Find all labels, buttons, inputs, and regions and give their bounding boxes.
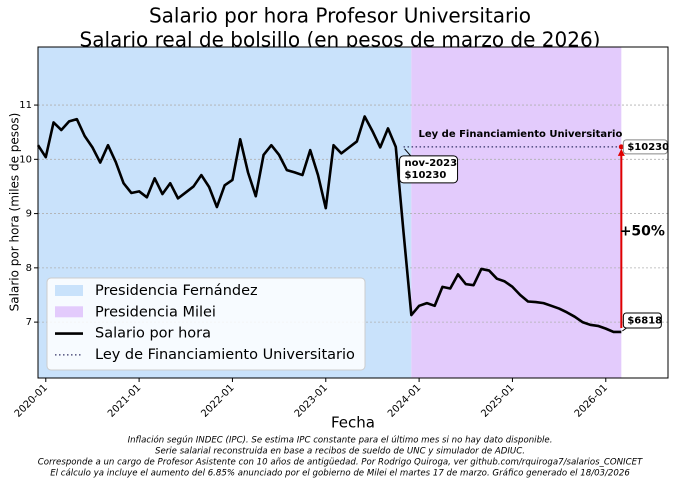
plot-frame: [37, 46, 669, 379]
annotation-box: [399, 155, 459, 184]
y-tick-label: 7: [26, 317, 32, 328]
chart-title: Salario por hora Profesor Universitario: [149, 4, 531, 28]
y-tick-label: 11: [19, 100, 32, 111]
annotation-box: [622, 139, 668, 155]
annotation-text: $10230: [405, 170, 447, 181]
x-axis-label: Fecha: [331, 414, 375, 432]
annotation-text: $10230: [627, 142, 669, 153]
x-tick-label: 2025-01: [479, 382, 516, 419]
y-axis-label: Salario por hora (miles de pesos): [8, 113, 22, 312]
footnote: Serie salarial reconstruida en base a re…: [155, 447, 525, 457]
legend-label: Ley de Financiamiento Universitario: [95, 347, 355, 363]
change-label: +50%: [620, 223, 665, 239]
legend-label: Presidencia Milei: [95, 304, 216, 320]
x-tick-label: 2023-01: [293, 382, 330, 419]
legend-box: [46, 277, 366, 371]
annotation-text: nov-2023: [405, 158, 458, 169]
legend-label: Presidencia Fernández: [95, 283, 258, 299]
legend-label: Salario por hora: [95, 326, 211, 342]
x-tick-label: 2022-01: [199, 382, 236, 419]
legend-swatch: [55, 285, 83, 296]
x-tick-label: 2026-01: [573, 382, 610, 419]
annotation-text: $6818: [627, 315, 662, 326]
x-tick-label: 2021-01: [106, 382, 143, 419]
footnote: Corresponde a un cargo de Profesor Asist…: [38, 458, 643, 468]
y-tick-label: 9: [26, 209, 32, 220]
footnote: El cálculo ya incluye el aumento del 6.8…: [50, 469, 630, 478]
x-tick-label: 2020-01: [13, 382, 50, 419]
annotation-point: [618, 144, 624, 150]
x-tick-label: 2024-01: [386, 382, 423, 419]
footnote: Inflación según INDEC (IPC). Se estima I…: [128, 435, 553, 446]
arrow-head: [617, 148, 625, 156]
reference-label: Ley de Financiamiento Universitario: [419, 129, 623, 140]
series-line: [36, 115, 622, 334]
annotation-box: [622, 312, 662, 329]
y-tick-label: 10: [19, 154, 32, 165]
y-tick-label: 8: [26, 263, 32, 274]
legend-swatch: [55, 306, 83, 318]
span: [411, 47, 622, 378]
